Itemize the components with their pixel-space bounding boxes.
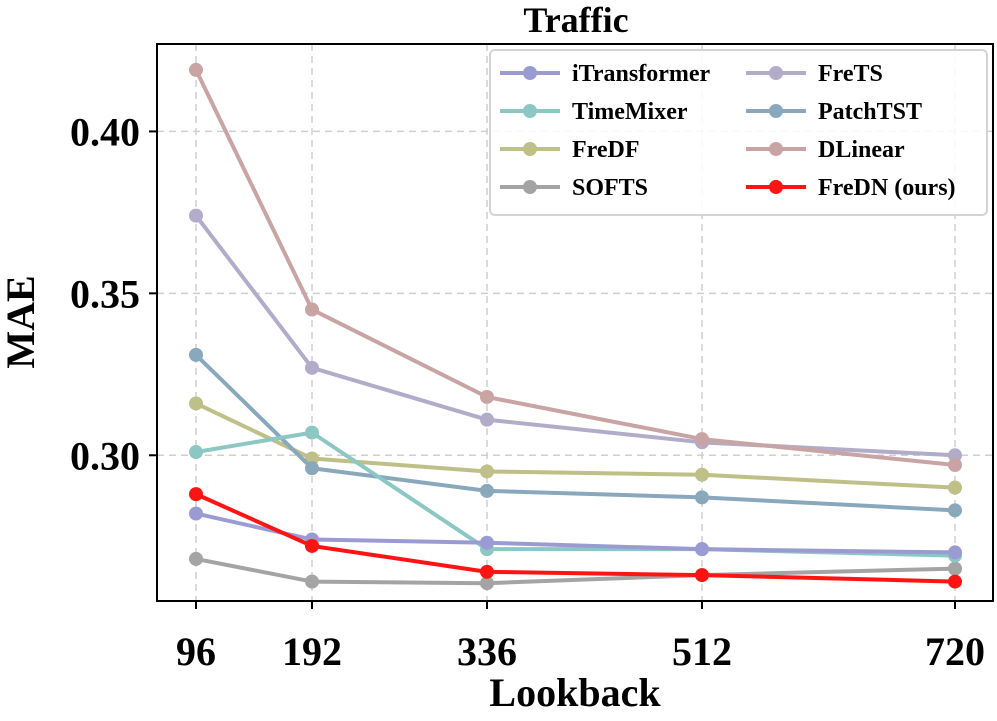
- data-point-frets: [189, 208, 203, 223]
- x-ticks: 96 192 336 512 720: [176, 601, 985, 674]
- data-point-dlinear: [480, 389, 494, 404]
- data-point-fredn-ours: [189, 487, 203, 502]
- x-tick-label: 720: [925, 629, 985, 674]
- series-frets: [189, 208, 962, 463]
- data-point-softs: [948, 561, 962, 576]
- data-point-frets: [948, 448, 962, 463]
- data-point-softs: [480, 576, 494, 591]
- y-tick-label: 0.35: [70, 271, 140, 316]
- x-tick-label: 336: [457, 629, 517, 674]
- data-point-timemixer: [305, 425, 319, 440]
- x-tick-label: 192: [282, 629, 342, 674]
- data-point-fredf: [189, 396, 203, 411]
- data-point-fredf: [695, 467, 709, 482]
- legend-item: FreDN (ours): [746, 175, 956, 201]
- series-itransformer: [189, 506, 962, 560]
- legend-swatch-marker: [523, 142, 537, 156]
- y-axis-label: MAE: [0, 275, 43, 368]
- data-point-fredn-ours: [695, 568, 709, 583]
- data-point-patchtst: [695, 490, 709, 505]
- y-tick-label: 0.30: [70, 433, 140, 478]
- legend-label: FreTS: [818, 61, 883, 87]
- data-point-dlinear: [305, 302, 319, 317]
- legend-swatch-marker: [769, 104, 783, 118]
- series-line-frets: [194, 214, 956, 458]
- series-dlinear: [189, 62, 962, 472]
- data-point-patchtst: [189, 347, 203, 362]
- legend-swatch-marker: [769, 142, 783, 156]
- legend-item: FreDF: [500, 137, 640, 163]
- y-tick-label: 0.40: [70, 109, 140, 154]
- legend-swatch-marker: [523, 66, 537, 80]
- legend-box: [489, 49, 988, 216]
- data-point-softs: [305, 574, 319, 589]
- data-point-patchtst: [948, 503, 962, 518]
- legend-item: FreTS: [746, 61, 883, 87]
- plot-frame: [156, 43, 994, 602]
- legend-item: iTransformer: [500, 61, 711, 87]
- series-fredf: [189, 396, 962, 495]
- legend-label: PatchTST: [818, 99, 922, 125]
- legend-label: FreDF: [572, 137, 640, 163]
- x-tick-label: 512: [672, 629, 732, 674]
- data-point-patchtst: [480, 483, 494, 498]
- legend-swatch-marker: [769, 180, 783, 194]
- data-point-itransformer: [695, 542, 709, 557]
- legend-label: SOFTS: [572, 175, 648, 201]
- data-point-fredf: [948, 480, 962, 495]
- legend-item: SOFTS: [500, 175, 648, 201]
- data-point-fredn-ours: [948, 574, 962, 589]
- data-point-itransformer: [480, 535, 494, 550]
- legend: iTransformer FreTS TimeMixer PatchTST FreDF D…: [489, 49, 988, 216]
- series-patchtst: [189, 347, 962, 518]
- series-layer: [189, 62, 962, 591]
- data-point-timemixer: [189, 445, 203, 460]
- legend-label: iTransformer: [572, 61, 711, 87]
- y-ticks: 0.30 0.35 0.40: [70, 109, 157, 478]
- chart-title: Traffic: [523, 0, 628, 40]
- legend-item: PatchTST: [746, 99, 922, 125]
- data-point-dlinear: [948, 457, 962, 472]
- legend-label: TimeMixer: [572, 99, 688, 125]
- legend-label: DLinear: [818, 137, 905, 163]
- legend-swatch-marker: [769, 66, 783, 80]
- legend-label: FreDN (ours): [818, 175, 956, 201]
- series-softs: [189, 551, 962, 591]
- legend-swatch-marker: [523, 104, 537, 118]
- legend-item: TimeMixer: [500, 99, 688, 125]
- data-point-frets: [480, 412, 494, 427]
- x-tick-label: 96: [176, 629, 216, 674]
- x-axis-label: Lookback: [489, 670, 661, 715]
- data-point-frets: [305, 360, 319, 375]
- data-point-patchtst: [305, 461, 319, 476]
- series-fredn-ours: [189, 487, 962, 589]
- legend-item: DLinear: [746, 137, 905, 163]
- data-point-softs: [189, 551, 203, 566]
- data-point-dlinear: [695, 432, 709, 447]
- data-point-fredf: [480, 464, 494, 479]
- data-point-dlinear: [189, 62, 203, 77]
- data-point-itransformer: [189, 506, 203, 521]
- data-point-fredn-ours: [480, 564, 494, 579]
- data-point-itransformer: [948, 545, 962, 560]
- legend-swatch-marker: [523, 180, 537, 194]
- data-point-fredn-ours: [305, 538, 319, 553]
